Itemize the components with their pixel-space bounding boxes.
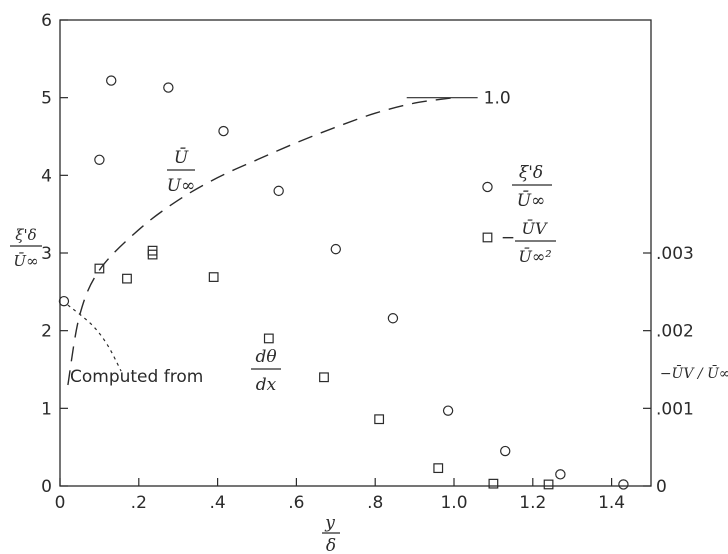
square-data-point bbox=[208, 272, 219, 282]
circle-data-point bbox=[106, 75, 117, 86]
circle-data-point bbox=[482, 181, 493, 193]
square-data-point bbox=[94, 263, 105, 274]
x-label-numerator: y bbox=[324, 513, 335, 533]
y-right-axis-label: −ŪV / Ū∞² bbox=[660, 364, 728, 382]
uv-label-denominator: Ū∞² bbox=[518, 246, 551, 266]
y-left-axis-label: ξ'δ Ū∞ bbox=[10, 226, 42, 270]
y-left-label-numerator: ξ'δ bbox=[15, 226, 36, 244]
uv-label-numerator: ŪV bbox=[521, 218, 547, 238]
x-tick-label: 1.2 bbox=[519, 493, 546, 513]
circle-data-point bbox=[442, 405, 454, 416]
x-tick-label: .6 bbox=[288, 493, 304, 513]
x-tick-label: .2 bbox=[131, 493, 147, 513]
y-right-tick-label: .001 bbox=[656, 399, 694, 419]
x-tick-label: 1.4 bbox=[598, 493, 625, 513]
reference-label: 1.0 bbox=[484, 89, 511, 109]
square-data-point bbox=[263, 333, 274, 344]
square-data-point bbox=[374, 414, 385, 425]
circle-data-point bbox=[94, 154, 105, 165]
circle-data-point bbox=[555, 469, 566, 480]
xi-ratio-label: ξ'δ Ū∞ bbox=[512, 163, 552, 211]
square-data-point bbox=[482, 232, 493, 243]
y-left-tick-label: 1 bbox=[41, 399, 52, 419]
y-right-label: −ŪV / Ū∞² bbox=[660, 364, 728, 382]
square-data-point bbox=[488, 478, 499, 489]
computed-denominator: dx bbox=[256, 375, 277, 395]
square-data-point bbox=[543, 479, 554, 490]
circle-data-point bbox=[387, 313, 399, 324]
circle-data-point bbox=[163, 82, 174, 93]
x-tick-label: 1.0 bbox=[440, 493, 467, 513]
x-tick-label: .4 bbox=[209, 493, 225, 513]
square-data-point bbox=[147, 245, 158, 256]
x-axis-ticks: 0 .2 .4 .6 .8 1.0 1.2 1.4 bbox=[55, 478, 625, 513]
x-tick-label: 0 bbox=[55, 493, 66, 513]
circle-data-point bbox=[618, 479, 629, 490]
u-ratio-label: Ū U∞ bbox=[167, 147, 196, 196]
data-markers bbox=[58, 75, 629, 490]
u-label-numerator: Ū bbox=[174, 147, 189, 168]
y-left-label-denominator: Ū∞ bbox=[13, 252, 38, 270]
x-tick-label: .8 bbox=[367, 493, 383, 513]
y-left-tick-label: 4 bbox=[41, 166, 52, 186]
computed-dotted-curve bbox=[67, 304, 122, 372]
circle-data-point bbox=[58, 295, 70, 307]
y-right-tick-label: 0 bbox=[656, 477, 667, 497]
y-left-tick-label: 0 bbox=[41, 477, 52, 497]
y-left-axis-ticks: 0 1 2 3 4 5 6 bbox=[41, 11, 68, 497]
circle-data-point bbox=[330, 243, 341, 255]
y-right-tick-label: .002 bbox=[656, 322, 694, 342]
circle-data-point bbox=[500, 445, 511, 457]
circle-data-point bbox=[218, 125, 229, 137]
y-left-tick-label: 2 bbox=[41, 322, 52, 342]
y-left-tick-label: 5 bbox=[41, 89, 52, 109]
xi-label-numerator: ξ'δ bbox=[519, 163, 543, 183]
computed-text: Computed from bbox=[70, 367, 203, 387]
y-left-tick-label: 6 bbox=[41, 11, 52, 31]
uv-label-prefix: − bbox=[501, 228, 515, 248]
computed-label: Computed from dθ dx bbox=[70, 347, 281, 395]
square-data-point bbox=[319, 372, 329, 383]
y-left-tick-label: 3 bbox=[41, 244, 52, 264]
xi-label-denominator: Ū∞ bbox=[517, 190, 546, 211]
uv-ratio-label: − ŪV Ū∞² bbox=[501, 218, 556, 266]
x-axis-label: y δ bbox=[322, 513, 340, 554]
square-data-point bbox=[122, 273, 132, 284]
x-label-denominator: δ bbox=[326, 536, 336, 554]
y-right-tick-label: .003 bbox=[656, 244, 694, 264]
u-label-denominator: U∞ bbox=[167, 176, 196, 196]
circle-data-point bbox=[273, 185, 284, 197]
square-data-point bbox=[433, 463, 444, 474]
y-right-axis-ticks: 0 .001 .002 .003 bbox=[643, 244, 694, 497]
computed-numerator: dθ bbox=[255, 347, 276, 367]
u-ratio-dashed-curve bbox=[67, 96, 455, 386]
